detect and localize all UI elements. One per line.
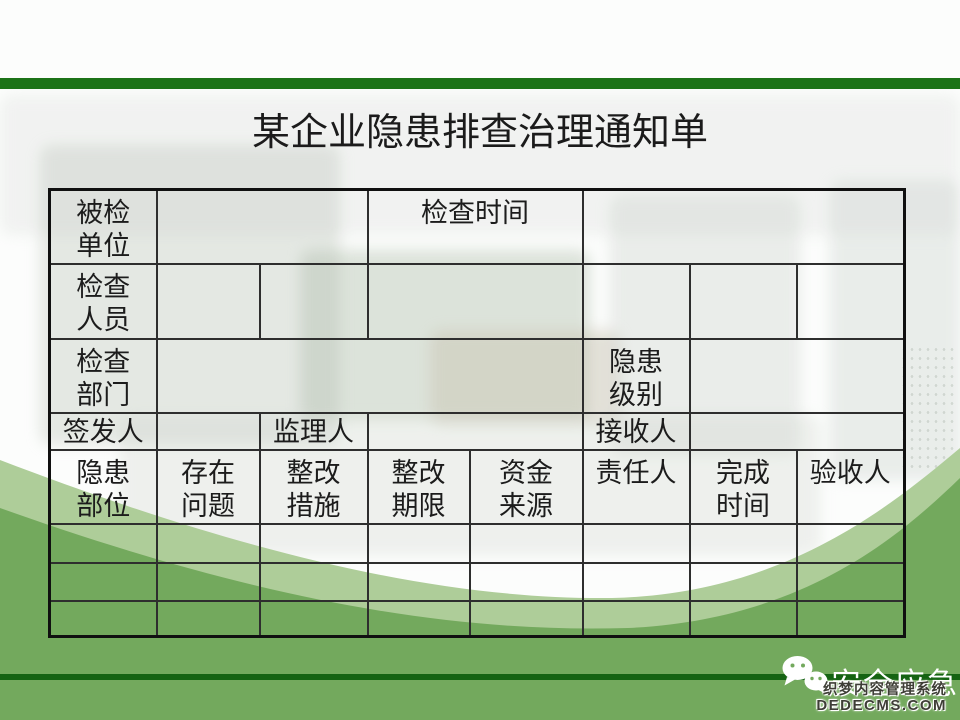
cell-check-dept-label: 检查 部门 <box>48 338 158 414</box>
cell-empty <box>366 263 584 340</box>
brand-label: 安全应急 <box>831 668 959 701</box>
cell-hazard-level-value <box>688 338 906 414</box>
top-green-bar <box>0 78 960 89</box>
bottom-green-line <box>0 674 960 680</box>
cell-empty <box>581 263 691 340</box>
cell-check-time-label: 检查时间 <box>366 188 584 265</box>
table-row: 签发人 监理人 接收人 <box>48 412 906 451</box>
cell-issuer-label: 签发人 <box>48 412 158 451</box>
cell-receiver-value <box>688 412 906 451</box>
cell-inspected-unit-label: 被检 单位 <box>48 188 158 265</box>
table-row <box>48 562 906 602</box>
cell-empty <box>688 263 798 340</box>
cell-inspected-unit-value <box>155 188 369 265</box>
cell-issuer-value <box>155 412 261 451</box>
table-header-row: 隐患 部位 存在 问题 整改 措施 整改 期限 资金 来源 责任人 完成 时间 … <box>48 449 906 525</box>
cell-empty <box>258 263 369 340</box>
cell-check-dept-value <box>155 338 584 414</box>
page-title: 某企业隐患排查治理通知单 <box>251 112 708 154</box>
cell-supervisor-label: 监理人 <box>258 412 369 451</box>
table-row: 检查 人员 <box>48 263 906 340</box>
watermark-en: DEDECMS.COM <box>816 697 947 715</box>
watermark-cn: 织梦内容管理系统 <box>823 682 947 698</box>
header-rectify-measures: 整改 措施 <box>258 449 369 525</box>
dedecms-watermark: 织梦内容管理系统 DEDECMS.COM <box>816 682 947 715</box>
table-row <box>48 523 906 564</box>
cell-receiver-label: 接收人 <box>581 412 691 451</box>
building-windows-texture <box>900 345 958 470</box>
header-hazard-location: 隐患 部位 <box>48 449 158 525</box>
cell-hazard-level-label: 隐患 级别 <box>581 338 691 414</box>
table-row <box>48 600 906 637</box>
header-acceptance-person: 验收人 <box>795 449 906 525</box>
table-row: 检查 部门 隐患 级别 <box>48 338 906 414</box>
notice-table: 被检 单位 检查时间 检查 人员 检查 部门 隐患 级别 签发人 监理人 接收人… <box>48 188 906 638</box>
cell-inspectors-label: 检查 人员 <box>48 263 158 340</box>
table-row: 被检 单位 检查时间 <box>48 188 906 265</box>
cell-check-time-value <box>581 188 906 265</box>
cell-empty <box>795 263 906 340</box>
header-rectify-deadline: 整改 期限 <box>366 449 471 525</box>
header-completion-time: 完成 时间 <box>688 449 798 525</box>
header-responsible-person: 责任人 <box>581 449 691 525</box>
cell-empty <box>155 263 261 340</box>
cell-supervisor-value <box>366 412 584 451</box>
header-existing-problem: 存在 问题 <box>155 449 261 525</box>
wechat-icon <box>782 656 828 695</box>
header-fund-source: 资金 来源 <box>468 449 584 525</box>
